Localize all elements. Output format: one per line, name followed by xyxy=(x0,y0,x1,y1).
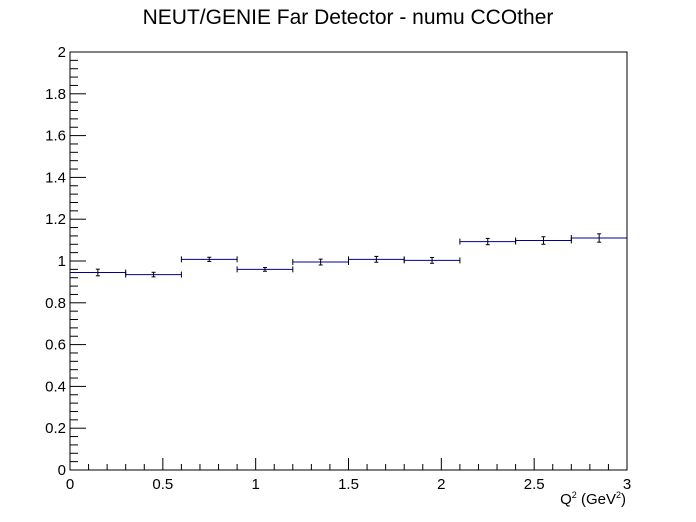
y-axis: 0 0.2 0.4 0.6 0.8 1 1.2 1.4 1.6 1.8 2 xyxy=(45,44,86,479)
y-tick-label: 0.2 xyxy=(45,420,66,437)
data-point xyxy=(180,256,238,263)
x-axis: 0 0.5 1 1.5 2 2.5 3 xyxy=(66,458,631,493)
x-tick-label: 0 xyxy=(66,476,74,493)
data-point xyxy=(348,255,405,263)
x-tick-label: 1.5 xyxy=(338,476,359,493)
y-tick-label: 0.6 xyxy=(45,337,66,354)
x-tick-label: 0.5 xyxy=(152,476,173,493)
y-tick-label: 1.8 xyxy=(45,86,66,103)
chart-title: NEUT/GENIE Far Detector - numu CCOther xyxy=(142,6,554,29)
data-series xyxy=(69,233,628,278)
data-point xyxy=(292,258,349,266)
x-tick-label: 1 xyxy=(251,476,259,493)
data-point xyxy=(515,236,572,245)
y-tick-label: 0.4 xyxy=(45,378,66,395)
data-point xyxy=(570,233,628,243)
y-tick-label: 0.8 xyxy=(45,295,66,312)
y-tick-label: 1.2 xyxy=(45,211,66,228)
x-tick-label: 2.5 xyxy=(524,476,545,493)
data-point xyxy=(69,268,127,277)
data-point xyxy=(403,256,461,264)
x-tick-label: 3 xyxy=(623,476,631,493)
data-point xyxy=(459,237,517,246)
y-tick-label: 1 xyxy=(58,253,66,270)
x-tick-label: 2 xyxy=(437,476,445,493)
data-point xyxy=(236,266,294,273)
data-point xyxy=(125,271,182,278)
y-tick-label: 1.6 xyxy=(45,128,66,145)
x-axis-label: Q2 (GeV2) xyxy=(560,490,626,508)
y-tick-label: 2 xyxy=(58,44,66,61)
y-tick-label: 0 xyxy=(58,462,66,479)
y-tick-label: 1.4 xyxy=(45,169,66,186)
